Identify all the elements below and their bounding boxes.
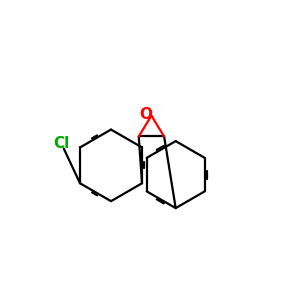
Text: O: O xyxy=(139,107,152,122)
Text: Cl: Cl xyxy=(53,136,70,151)
